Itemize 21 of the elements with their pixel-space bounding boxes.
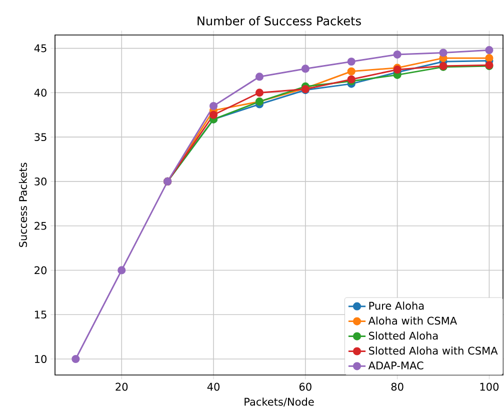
y-tick-label: 10	[34, 355, 46, 363]
x-axis-title: Packets/Node	[244, 398, 314, 407]
x-tick-label: 60	[299, 382, 312, 391]
legend-label: Pure Aloha	[369, 302, 424, 310]
x-tick-label: 40	[207, 382, 220, 391]
y-tick-label: 25	[34, 222, 46, 230]
legend-label: ADAP-MAC	[368, 361, 424, 370]
y-tick-label: 40	[34, 88, 46, 97]
y-tick-label: 35	[34, 133, 46, 142]
x-tick-label: 20	[116, 382, 128, 391]
y-axis-title: Success Packets	[18, 162, 27, 248]
legend-label: Slotted Aloha	[368, 332, 438, 340]
y-tick-label: 45	[34, 44, 46, 52]
legend-label: Slotted Aloha with CSMA	[368, 346, 498, 355]
y-tick-label: 15	[34, 310, 46, 319]
x-tick-label: 100	[480, 382, 499, 391]
legend-label: Aloha with CSMA	[368, 316, 458, 325]
x-tick-label: 80	[391, 382, 404, 391]
y-tick-label: 30	[34, 177, 46, 186]
y-tick-label: 20	[34, 266, 46, 274]
chart-title: Number of Success Packets	[198, 16, 361, 26]
